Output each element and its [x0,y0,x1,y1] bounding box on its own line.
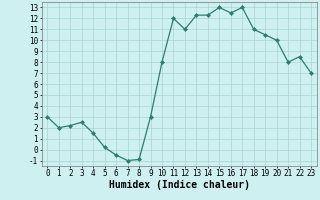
X-axis label: Humidex (Indice chaleur): Humidex (Indice chaleur) [109,180,250,190]
